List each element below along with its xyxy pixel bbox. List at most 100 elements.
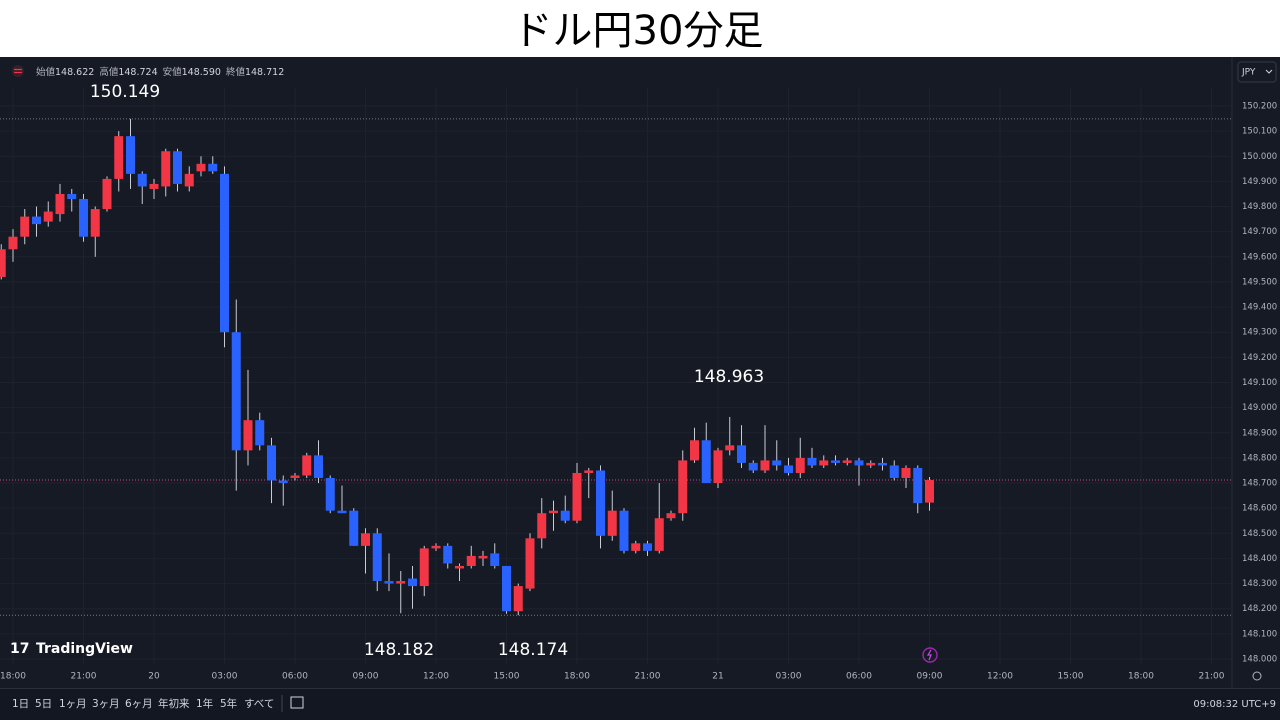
candle-body bbox=[290, 475, 300, 478]
candle-body bbox=[184, 173, 194, 187]
candle-body bbox=[266, 445, 276, 481]
y-tick-label: 150.000 bbox=[1242, 152, 1277, 162]
candle-body bbox=[831, 460, 841, 463]
x-tick-label: 09:00 bbox=[353, 672, 379, 682]
candle-body bbox=[725, 445, 735, 451]
candle-body bbox=[466, 555, 476, 566]
candle-body bbox=[854, 460, 864, 466]
candle-body bbox=[607, 510, 617, 536]
candle-body bbox=[713, 450, 723, 484]
axes: 148.000 148.100 148.200 148.300 148.400 148.5… bbox=[0, 82, 1277, 682]
extreme-label: 148.182 bbox=[364, 640, 434, 660]
candle-body bbox=[31, 216, 41, 225]
candle-body bbox=[643, 543, 653, 551]
x-tick-label: 09:00 bbox=[917, 672, 943, 682]
candle-body bbox=[866, 462, 876, 466]
candle-body bbox=[807, 457, 817, 466]
plot bbox=[0, 118, 935, 616]
currency-label: JPY bbox=[1241, 68, 1256, 78]
y-tick-label: 148.600 bbox=[1242, 504, 1277, 514]
candle-body bbox=[619, 510, 629, 551]
y-tick-label: 149.000 bbox=[1242, 403, 1277, 413]
candle-body bbox=[925, 480, 935, 503]
ohlc-label: 始値 bbox=[36, 66, 56, 78]
y-tick-label: 148.700 bbox=[1242, 479, 1277, 489]
candle-body bbox=[478, 555, 488, 559]
candle-body bbox=[102, 178, 112, 210]
y-tick-label: 148.100 bbox=[1242, 629, 1277, 639]
settings-icon[interactable] bbox=[1252, 671, 1262, 681]
x-tick-label: 21:00 bbox=[1199, 672, 1225, 682]
candle-body bbox=[455, 565, 465, 569]
y-tick-label: 149.800 bbox=[1242, 202, 1277, 212]
candle-body bbox=[631, 543, 641, 551]
range-button[interactable]: 1ヶ月 bbox=[59, 698, 87, 710]
range-button[interactable]: 5日 bbox=[35, 698, 52, 710]
currency-select[interactable] bbox=[1237, 61, 1277, 83]
candle-body bbox=[889, 465, 899, 478]
candle-body bbox=[737, 445, 747, 463]
ohlc-value: 148.622 bbox=[55, 67, 94, 78]
range-button[interactable]: 6ヶ月 bbox=[125, 698, 153, 710]
logo-mark: 𝟭𝟳 bbox=[10, 641, 29, 657]
y-tick-label: 149.700 bbox=[1242, 227, 1277, 237]
x-tick-label: 06:00 bbox=[846, 672, 872, 682]
x-tick-label: 03:00 bbox=[776, 672, 802, 682]
candle-body bbox=[43, 211, 53, 222]
range-button[interactable]: すべて bbox=[244, 698, 274, 710]
candle-body bbox=[313, 455, 323, 478]
range-button[interactable]: 年初来 bbox=[158, 697, 190, 710]
candle-body bbox=[819, 460, 829, 466]
ohlc-label: 安値 bbox=[163, 66, 183, 78]
range-buttons: 1日 5日 1ヶ月 3ヶ月 6ヶ月 年初来 1年 5年 すべて bbox=[12, 697, 274, 710]
candle-body bbox=[196, 163, 206, 172]
y-tick-label: 149.500 bbox=[1242, 277, 1277, 287]
range-button[interactable]: 1年 bbox=[196, 697, 213, 710]
ohlc-value: 148.590 bbox=[182, 67, 221, 78]
candle-body bbox=[572, 472, 582, 521]
extreme-label: 148.963 bbox=[694, 367, 764, 387]
candle-body bbox=[67, 193, 77, 199]
y-tick-label: 149.100 bbox=[1242, 378, 1277, 388]
candle-body bbox=[125, 136, 135, 174]
candle-body bbox=[596, 470, 606, 536]
candle-body bbox=[0, 249, 6, 277]
extreme-label: 150.149 bbox=[90, 82, 160, 102]
x-tick-label: 12:00 bbox=[423, 672, 449, 682]
candle-body bbox=[372, 533, 382, 582]
y-tick-label: 148.900 bbox=[1242, 428, 1277, 438]
candle-body bbox=[219, 173, 229, 333]
range-button[interactable]: 1日 bbox=[12, 698, 29, 710]
range-button[interactable]: 3ヶ月 bbox=[92, 698, 120, 710]
candle-body bbox=[208, 163, 218, 172]
alert-icon[interactable] bbox=[922, 647, 938, 663]
candle-body bbox=[278, 480, 288, 484]
range-button[interactable]: 5年 bbox=[220, 697, 237, 710]
x-tick-label: 18:00 bbox=[1128, 672, 1154, 682]
candle-body bbox=[678, 460, 688, 514]
y-tick-label: 148.300 bbox=[1242, 579, 1277, 589]
x-tick-label: 15:00 bbox=[1058, 672, 1084, 682]
candle-body bbox=[584, 470, 594, 473]
candle-body bbox=[549, 510, 559, 514]
toolbar bbox=[0, 688, 1280, 720]
date-range-icon[interactable] bbox=[290, 696, 304, 709]
ohlc-value: 148.724 bbox=[118, 67, 157, 78]
y-tick-label: 148.500 bbox=[1242, 529, 1277, 539]
title-band bbox=[0, 0, 1280, 57]
ohlc-label: 高値 bbox=[99, 66, 119, 78]
candle-body bbox=[431, 545, 441, 549]
candle-body bbox=[8, 236, 18, 250]
x-tick-label: 15:00 bbox=[494, 672, 520, 682]
y-tick-label: 149.600 bbox=[1242, 252, 1277, 262]
candle-body bbox=[666, 513, 676, 519]
y-tick-label: 150.100 bbox=[1242, 127, 1277, 137]
alert-bolt bbox=[926, 649, 932, 661]
symbol-icon[interactable] bbox=[12, 65, 24, 77]
candle-body bbox=[255, 420, 265, 446]
y-tick-label: 148.800 bbox=[1242, 453, 1277, 463]
candle-body bbox=[901, 467, 911, 478]
ohlc-label: 終値 bbox=[226, 66, 246, 78]
candle-body bbox=[407, 578, 417, 587]
